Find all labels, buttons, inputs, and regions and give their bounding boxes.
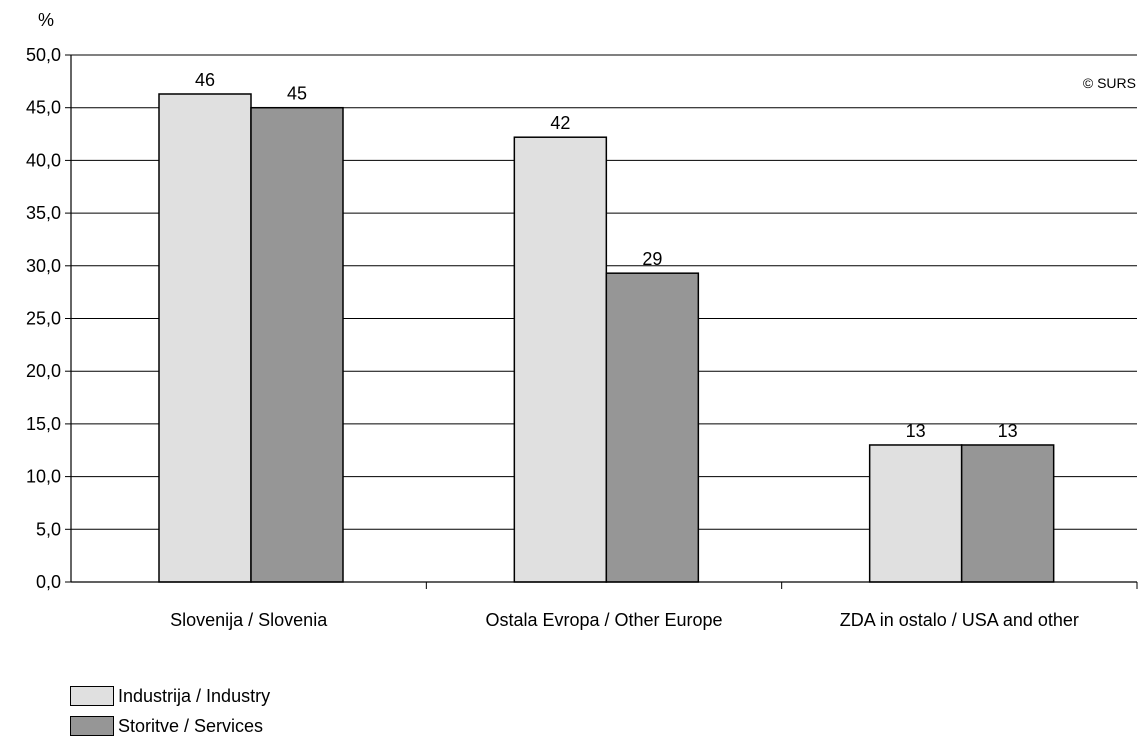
y-tick-label: 25,0: [26, 309, 61, 329]
y-tick-label: 30,0: [26, 256, 61, 276]
y-tick-label: 40,0: [26, 150, 61, 170]
bar: [158, 93, 252, 583]
x-tick-label: Ostala Evropa / Other Europe: [485, 610, 722, 630]
legend-swatch-services: [70, 716, 114, 736]
y-axis-label: %: [38, 10, 54, 30]
data-label: 46: [195, 70, 215, 90]
y-tick-label: 20,0: [26, 361, 61, 381]
bar: [250, 106, 344, 583]
legend-label-services: Storitve / Services: [118, 716, 264, 736]
data-label: 13: [998, 421, 1018, 441]
data-label: 29: [642, 249, 662, 269]
x-tick-label: Slovenija / Slovenia: [170, 610, 328, 630]
y-tick-label: 45,0: [26, 98, 61, 118]
bars: 46 45 42 29 13 13: [158, 70, 1055, 583]
bar: [960, 444, 1055, 583]
legend-label-industry: Industrija / Industry: [118, 686, 271, 706]
legend-item-services: Storitve / Services: [70, 714, 270, 738]
y-tick-label: 35,0: [26, 203, 61, 223]
x-tick-label: ZDA in ostalo / USA and other: [840, 610, 1079, 630]
legend-swatch-industry: [70, 686, 114, 706]
data-label: 13: [906, 421, 926, 441]
axes: 0,0 5,0 10,0 15,0 20,0 25,0 30,0 35,0 40,0 45,0 50…: [26, 45, 1138, 630]
bar: [605, 272, 700, 583]
data-label: 45: [287, 84, 307, 104]
y-tick-label: 10,0: [26, 467, 61, 487]
bar: [868, 444, 963, 583]
y-tick-label: 0,0: [36, 572, 61, 592]
y-tick-label: 5,0: [36, 519, 61, 539]
y-tick-label: 50,0: [26, 45, 61, 65]
copyright-watermark: © SURS: [1082, 75, 1136, 91]
y-tick-label: 15,0: [26, 414, 61, 434]
data-label: 42: [550, 113, 570, 133]
legend-item-industry: Industrija / Industry: [70, 684, 270, 708]
bar: [513, 136, 608, 583]
legend: Industrija / Industry Storitve / Service…: [70, 684, 270, 744]
